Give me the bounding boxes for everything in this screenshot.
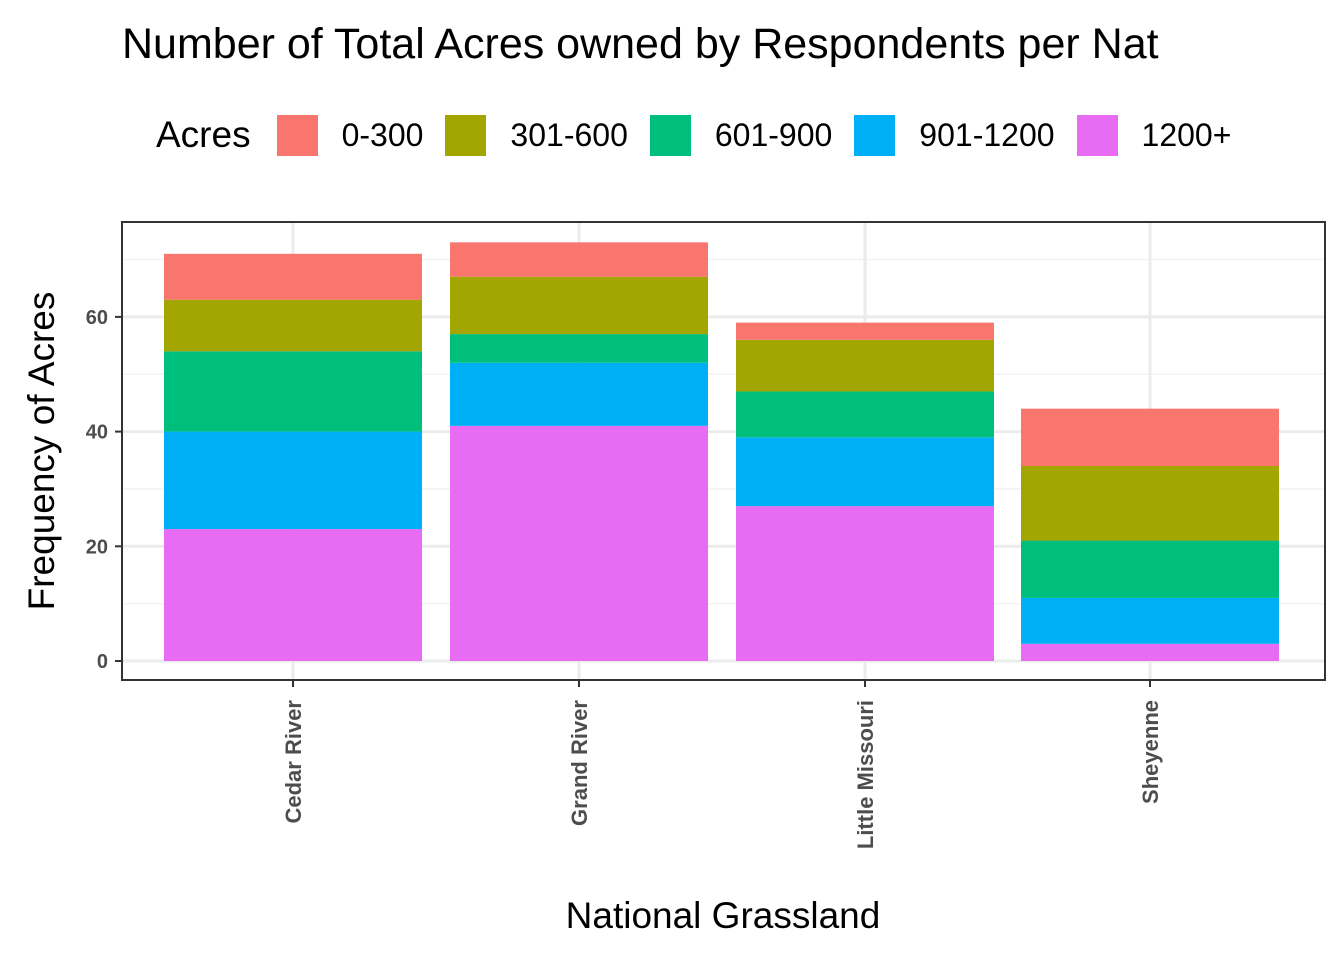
bar-segment-1200+-little-missouri: [736, 506, 994, 661]
y-tick-label: 0: [97, 651, 108, 673]
bar-segment-1200+-grand-river: [450, 425, 708, 661]
bar-segment-1200+-cedar-river: [164, 529, 422, 661]
legend-swatch: [854, 114, 896, 156]
legend-item: 0-300: [276, 114, 424, 156]
y-axis-ticks: 0 20 40 60: [86, 307, 122, 673]
legend-swatch: [1076, 114, 1118, 156]
legend-item: 301-600: [445, 114, 628, 156]
bar-segment-0-300-grand-river: [450, 242, 708, 277]
legend-item: 601-900: [649, 114, 833, 156]
bar-segment-1200+-sheyenne: [1021, 643, 1279, 661]
legend-label: 901-1200: [919, 116, 1055, 153]
legend-item: 901-1200: [854, 114, 1055, 156]
legend-label: 1200+: [1141, 116, 1232, 153]
chart-title: Number of Total Acres owned by Responden…: [122, 20, 1159, 68]
x-tick-label: Cedar River: [281, 700, 306, 824]
legend-swatch: [649, 114, 691, 156]
legend-label: 0-300: [341, 116, 424, 153]
legend-item: 1200+: [1076, 114, 1232, 156]
bar-segment-301-600-cedar-river: [164, 299, 422, 352]
bar-segment-901-1200-grand-river: [450, 362, 708, 426]
y-tick-label: 60: [86, 307, 108, 329]
bar-segment-901-1200-little-missouri: [736, 437, 994, 507]
bar-segment-0-300-little-missouri: [736, 322, 994, 340]
x-axis-title: National Grassland: [566, 895, 881, 936]
y-axis-title: Frequency of Acres: [21, 292, 62, 611]
x-tick-label: Grand River: [567, 700, 592, 826]
legend-title: Acres: [156, 114, 251, 155]
legend-swatch: [276, 114, 318, 156]
y-tick-label: 20: [86, 536, 108, 558]
legend: Acres 0-300 301-600 601-900 901-1200 1200+: [156, 112, 1253, 158]
bar-segment-601-900-cedar-river: [164, 351, 422, 432]
legend-swatch: [445, 114, 487, 156]
bar-segment-601-900-grand-river: [450, 334, 708, 363]
x-tick-label: Little Missouri: [853, 700, 878, 849]
bar-segment-0-300-sheyenne: [1021, 408, 1279, 467]
y-tick-label: 40: [86, 422, 108, 444]
legend-label: 601-900: [714, 116, 833, 153]
bar-segment-901-1200-cedar-river: [164, 431, 422, 530]
bar-segment-901-1200-sheyenne: [1021, 597, 1279, 644]
bar-segment-301-600-sheyenne: [1021, 466, 1279, 541]
bar-segment-301-600-grand-river: [450, 276, 708, 335]
bars: [164, 242, 1279, 661]
bar-segment-301-600-little-missouri: [736, 339, 994, 392]
bar-segment-0-300-cedar-river: [164, 253, 422, 300]
legend-label: 301-600: [510, 116, 628, 153]
bar-segment-601-900-sheyenne: [1021, 540, 1279, 598]
x-tick-label: Sheyenne: [1138, 700, 1163, 804]
bar-segment-601-900-little-missouri: [736, 391, 994, 438]
panel-border: [121, 221, 1326, 681]
legend-items: 0-300 301-600 601-900 901-1200 1200+: [276, 114, 1254, 156]
x-axis-ticks: Cedar River Grand River Little Missouri She…: [281, 680, 1163, 849]
